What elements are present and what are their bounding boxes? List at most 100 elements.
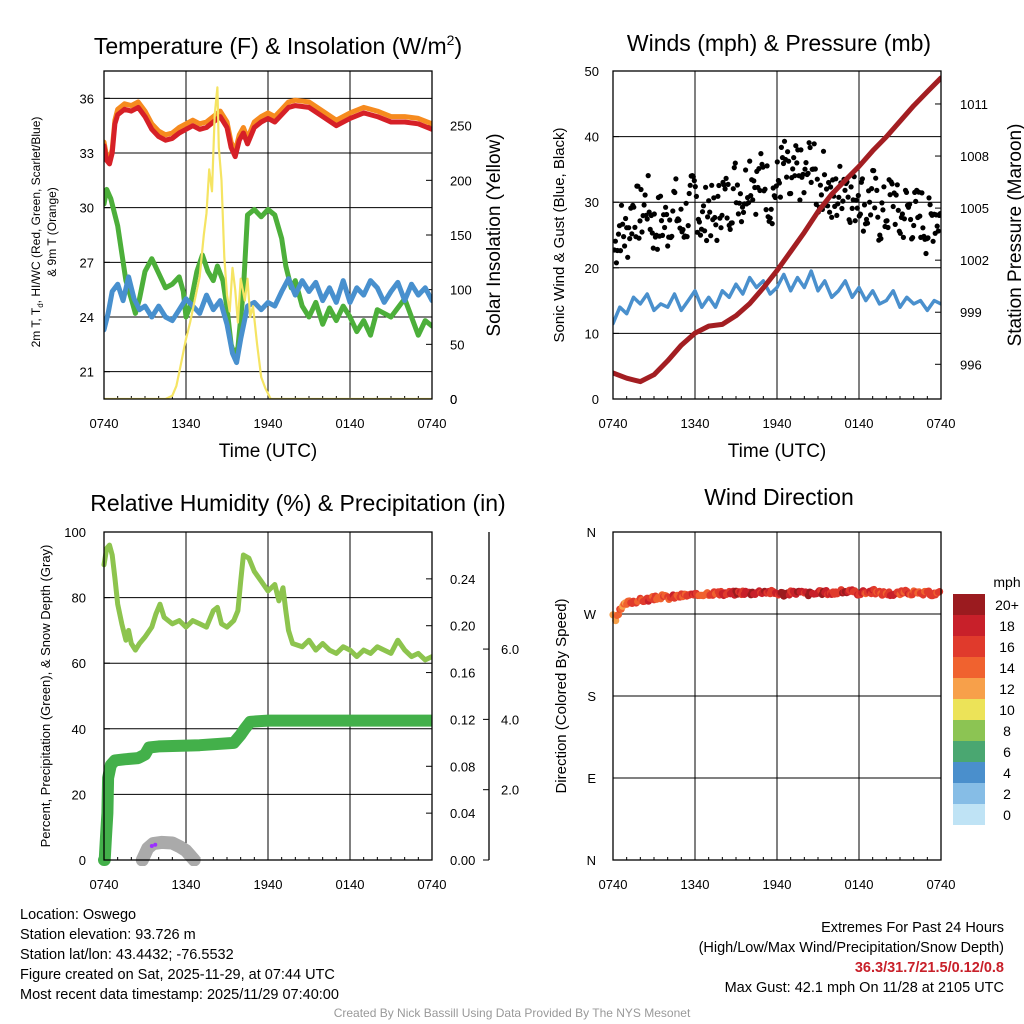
gust-point	[670, 208, 676, 214]
gust-point	[828, 184, 834, 190]
y-axis-label-line2: & 9m T (Orange)	[45, 187, 59, 277]
y2-tick-label: 0.08	[450, 759, 475, 774]
gust-point	[627, 236, 633, 242]
gust-point	[833, 176, 839, 182]
series-snow-depth	[135, 835, 201, 866]
y2-tick-label: 1011	[960, 97, 988, 112]
gust-point	[623, 215, 629, 222]
y-tick-label: 30	[585, 195, 599, 210]
gust-point	[691, 178, 697, 184]
gust-point	[892, 221, 898, 227]
x-tick-label: 0740	[90, 877, 119, 892]
series-solar-insolation	[104, 86, 432, 399]
extremes-title: Extremes For Past 24 Hours	[821, 920, 1004, 936]
gust-point	[622, 243, 628, 249]
legend-swatch	[953, 783, 985, 804]
gust-point	[637, 218, 643, 224]
gust-point	[820, 148, 827, 154]
y-tick-label: 60	[72, 656, 86, 671]
gust-point	[621, 234, 627, 240]
y3-tick-label: 4.0	[501, 712, 519, 727]
gust-point	[867, 199, 873, 205]
gust-point	[860, 228, 867, 234]
gust-point	[690, 174, 696, 180]
gust-point	[625, 254, 631, 260]
gust-point	[792, 173, 798, 179]
extremes-subtitle: (High/Low/Max Wind/Precipitation/Snow De…	[698, 940, 1004, 956]
gust-point	[639, 229, 645, 235]
y2-tick-label: 0.04	[450, 806, 475, 821]
y-tick-label: 36	[80, 91, 94, 106]
x-tick-label: 1340	[681, 416, 710, 431]
gust-point	[716, 182, 722, 189]
station-latlon: Station lat/lon: 43.4432; -76.5532	[20, 947, 234, 963]
gust-point	[937, 211, 941, 217]
x-tick-label: 0140	[845, 416, 874, 431]
winds-chart: Winds (mph) & Pressure (mb) 0740 1340 1940 0…	[551, 30, 1024, 462]
gust-point	[740, 209, 747, 215]
gust-point	[880, 207, 886, 213]
legend-swatch	[953, 762, 985, 783]
x-tick-label: 1940	[763, 877, 792, 892]
y-axis-label: Direction (Colored By Speed)	[553, 598, 570, 793]
gust-point	[743, 167, 749, 173]
gust-point	[708, 233, 714, 239]
gust-point	[644, 216, 650, 222]
gust-point	[836, 194, 842, 200]
gust-point	[776, 180, 783, 186]
gust-point	[780, 160, 787, 167]
gust-point	[839, 205, 845, 212]
gust-point	[767, 215, 773, 221]
gust-point	[735, 211, 742, 217]
gust-point	[747, 158, 753, 164]
gust-point	[842, 187, 848, 193]
gust-point	[712, 214, 718, 221]
gust-point	[873, 175, 879, 181]
extremes-values: 36.3/31.7/21.5/0.12/0.8	[854, 960, 1004, 976]
gust-point	[871, 168, 877, 174]
y-tick-label: 33	[80, 146, 94, 161]
gust-point	[662, 224, 668, 231]
y-tick-label: S	[587, 689, 596, 704]
recent-data-timestamp: Most recent data timestamp: 2025/11/29 0…	[20, 987, 339, 1003]
gust-point	[635, 183, 641, 189]
y2-tick-label: 996	[960, 357, 982, 372]
y-tick-label: 27	[80, 255, 94, 270]
gust-point	[641, 202, 647, 208]
gust-point	[705, 214, 711, 220]
gust-point	[615, 231, 622, 237]
gust-point	[676, 217, 682, 223]
gust-points	[613, 138, 941, 266]
gust-point	[687, 182, 693, 188]
gust-point	[762, 186, 768, 192]
gust-point	[636, 235, 642, 241]
y-tick-label: 0	[79, 853, 86, 868]
gust-point	[805, 170, 811, 176]
gust-point	[801, 190, 807, 196]
gust-point	[684, 234, 690, 240]
direction-points	[609, 585, 944, 625]
gust-point	[664, 211, 670, 218]
gust-point	[645, 173, 651, 179]
y2-tick-label: 150	[450, 228, 472, 243]
gust-point	[758, 151, 764, 157]
y-tick-label: 80	[72, 591, 86, 606]
gust-point	[864, 220, 871, 226]
gust-point	[817, 182, 824, 188]
gust-point	[869, 186, 875, 192]
gust-point	[657, 193, 664, 199]
gust-point	[686, 190, 692, 197]
y2-tick-label: 0.16	[450, 666, 475, 681]
gust-point	[714, 237, 720, 243]
x-tick-label: 0740	[90, 416, 119, 431]
gust-point	[793, 143, 799, 149]
series-precipitation	[98, 714, 432, 866]
gust-point	[913, 198, 919, 204]
gust-point	[807, 144, 813, 151]
gust-point	[845, 194, 851, 200]
x-tick-label: 1340	[172, 877, 201, 892]
y-axis-label: Percent, Precipitation (Green), & Snow D…	[38, 545, 53, 848]
gust-point	[818, 192, 825, 198]
gust-point	[930, 238, 936, 244]
